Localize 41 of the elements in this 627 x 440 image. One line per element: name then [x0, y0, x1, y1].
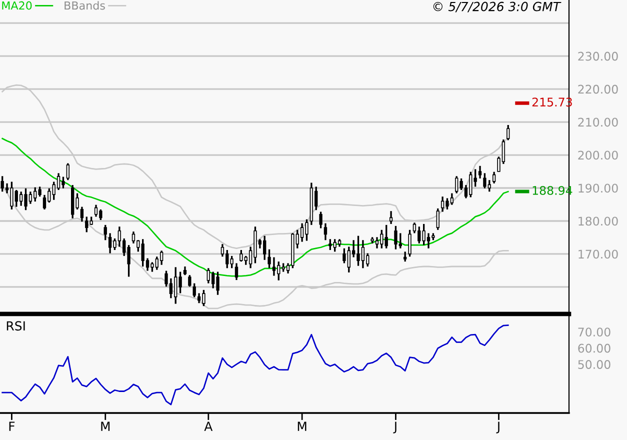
candlestick [268, 248, 271, 269]
y-tick-label: 210.00 [578, 118, 618, 127]
candlestick [474, 168, 477, 188]
y-tick-label: 190.00 [578, 184, 618, 193]
y-tick-label: 200.00 [578, 150, 618, 160]
candlestick [319, 210, 322, 230]
candlestick [324, 222, 328, 241]
x-tick-label: M [298, 422, 306, 431]
annotation: © 5/7/2026 3:0 GMT [433, 2, 562, 12]
chart-title: RSI [6, 321, 25, 331]
candlestick [234, 262, 238, 281]
candlestick [192, 282, 196, 298]
x-tick-label: J [393, 422, 396, 434]
candlestick [506, 124, 510, 142]
candlestick [492, 171, 496, 184]
candlestick [132, 230, 136, 244]
candlestick [272, 256, 276, 277]
x-tick-label: F [9, 422, 15, 431]
y-tick-label: 220.00 [578, 84, 618, 94]
x-tick-label: M [101, 422, 110, 431]
candlestick [478, 165, 482, 180]
legend-label: BBands [64, 1, 105, 10]
x-tick-label: J [496, 422, 500, 434]
candlestick [188, 274, 192, 288]
candlestick [160, 250, 164, 266]
legend-label: MA20 [2, 1, 32, 10]
y-tick-label: 70.00 [578, 328, 610, 337]
candlestick [408, 229, 412, 258]
candlestick [66, 162, 70, 181]
y-tick-label: 170.00 [578, 250, 618, 259]
y-tick-label: 50.00 [578, 360, 610, 369]
candlestick [389, 210, 393, 225]
x-tick-label: A [204, 422, 213, 431]
y-tick-label: 180.00 [578, 216, 618, 226]
y-tick-label: 230.00 [578, 52, 618, 61]
y-tick-label: 60.00 [578, 344, 610, 353]
candlestick [404, 250, 407, 262]
candlestick [328, 238, 332, 251]
candlestick [436, 208, 440, 231]
candlestick [104, 224, 107, 241]
candlestick [80, 206, 84, 222]
